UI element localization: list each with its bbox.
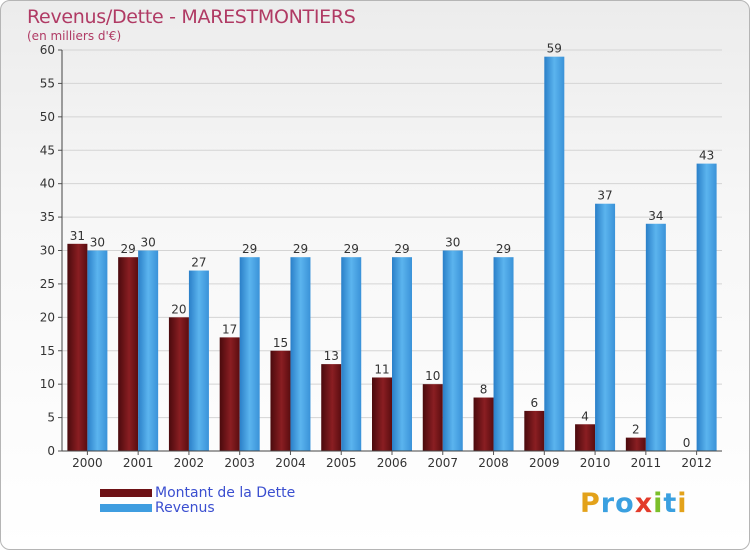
legend-label-debt: Montant de la Dette (155, 485, 296, 501)
data-label-revenus: 30 (445, 236, 460, 250)
legend-swatch-revenus (100, 504, 152, 512)
y-tick-label: 30 (40, 244, 55, 258)
x-tick-label: 2004 (275, 456, 306, 470)
bar-revenus-2010 (595, 203, 616, 451)
bar-revenus-2002 (188, 270, 209, 451)
x-tick-label: 2005 (326, 456, 357, 470)
x-tick-label: 2002 (174, 456, 205, 470)
bar-revenus-2005 (341, 257, 362, 451)
y-tick-label: 15 (40, 344, 55, 358)
legend-swatch-debt (100, 489, 152, 497)
bar-revenus-2011 (645, 223, 666, 451)
data-label-revenus: 30 (90, 236, 105, 250)
bar-revenus-2007 (442, 250, 463, 451)
data-label-dette: 6 (530, 396, 538, 410)
data-label-dette: 10 (425, 369, 440, 383)
x-tick-label: 2008 (478, 456, 509, 470)
bar-revenus-2008 (493, 257, 514, 451)
y-tick-label: 0 (47, 444, 55, 458)
data-label-revenus: 37 (597, 189, 612, 203)
x-tick-label: 2006 (377, 456, 408, 470)
data-label-revenus: 29 (242, 242, 257, 256)
data-label-dette: 0 (683, 436, 691, 450)
logo-letter: r (600, 488, 616, 519)
data-label-revenus: 29 (344, 242, 359, 256)
y-tick-label: 10 (40, 377, 55, 391)
bar-revenus-2012 (696, 163, 717, 451)
data-label-revenus: 29 (496, 242, 511, 256)
bar-dette-2010 (575, 424, 596, 451)
bar-dette-2006 (372, 377, 392, 451)
bar-dette-2003 (219, 337, 240, 451)
bar-dette-2001 (118, 257, 139, 451)
bar-dette-2005 (321, 364, 342, 451)
data-label-dette: 2 (632, 423, 640, 437)
chart-subtitle: (en milliers d'€) (27, 29, 122, 43)
data-label-revenus: 43 (699, 149, 714, 163)
bar-dette-2008 (473, 397, 494, 451)
bar-revenus-2009 (544, 56, 565, 451)
y-tick-label: 50 (40, 110, 55, 124)
y-tick-label: 25 (40, 277, 55, 291)
y-tick-label: 35 (40, 210, 55, 224)
data-label-dette: 13 (324, 349, 339, 363)
x-tick-label: 2009 (529, 456, 560, 470)
bar-dette-2011 (625, 437, 646, 451)
data-label-dette: 8 (480, 383, 488, 397)
bar-dette-2007 (422, 384, 443, 451)
data-label-dette: 29 (121, 242, 136, 256)
data-label-dette: 15 (273, 336, 288, 350)
bar-revenus-2006 (392, 257, 412, 451)
y-tick-label: 60 (40, 43, 55, 57)
data-label-dette: 11 (374, 362, 389, 376)
data-label-revenus: 34 (648, 209, 663, 223)
y-tick-label: 55 (40, 76, 55, 90)
legend-label-revenus: Revenus (155, 500, 215, 516)
y-tick-label: 40 (40, 177, 55, 191)
data-label-revenus: 29 (293, 242, 308, 256)
data-label-revenus: 30 (141, 236, 156, 250)
x-tick-label: 2003 (224, 456, 255, 470)
logo-letter: i (653, 488, 664, 519)
logo-letter: o (615, 488, 635, 519)
y-tick-label: 45 (40, 143, 55, 157)
logo-letter: x (634, 488, 654, 519)
y-tick-label: 5 (47, 411, 55, 425)
data-label-revenus: 59 (547, 42, 562, 56)
bar-dette-2000 (67, 243, 88, 451)
logo-letter: P (580, 488, 601, 519)
logo-letter: i (677, 488, 688, 519)
bar-dette-2002 (168, 317, 189, 451)
chart-title: Revenus/Dette - MARESTMONTIERS (27, 6, 356, 28)
bar-revenus-2001 (138, 250, 159, 451)
x-tick-label: 2011 (631, 456, 662, 470)
x-tick-label: 2012 (681, 456, 712, 470)
bar-dette-2004 (270, 350, 291, 451)
logo-letter: t (663, 488, 678, 519)
data-label-revenus: 29 (394, 242, 409, 256)
bar-revenus-2004 (290, 257, 311, 451)
proxiti-logo: Proxiti (580, 488, 688, 519)
bar-revenus-2000 (87, 250, 108, 451)
x-tick-label: 2000 (72, 456, 103, 470)
x-tick-label: 2010 (580, 456, 611, 470)
data-label-dette: 17 (222, 322, 237, 336)
data-label-dette: 4 (581, 409, 589, 423)
data-label-dette: 31 (70, 229, 85, 243)
data-label-dette: 20 (171, 302, 186, 316)
data-label-revenus: 27 (191, 256, 206, 270)
x-tick-label: 2001 (123, 456, 154, 470)
y-tick-label: 20 (40, 310, 55, 324)
bar-dette-2009 (524, 410, 545, 451)
bar-revenus-2003 (239, 257, 260, 451)
x-tick-label: 2007 (427, 456, 458, 470)
